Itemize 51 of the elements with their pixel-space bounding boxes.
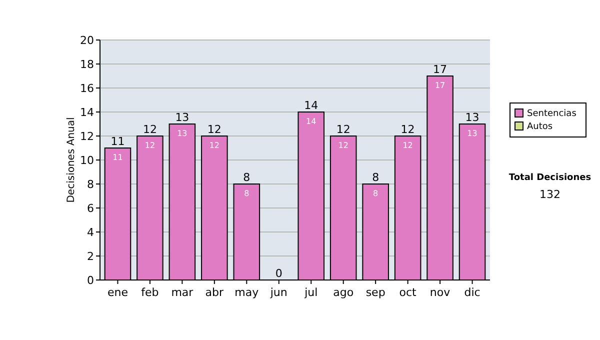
- y-tick-label: 14: [80, 106, 94, 119]
- x-tick-label: oct: [399, 286, 418, 299]
- data-label: 8: [373, 189, 378, 198]
- total-label: 17: [433, 63, 448, 76]
- x-tick-label: sep: [366, 286, 386, 299]
- data-label: 12: [144, 141, 156, 150]
- x-tick-label: dic: [464, 286, 480, 299]
- x-tick-label: mar: [171, 286, 194, 299]
- y-axis-title: Decisiones Anual: [66, 117, 77, 203]
- total-label: 12: [207, 123, 222, 136]
- data-label: 12: [338, 141, 348, 150]
- y-tick-label: 16: [80, 82, 94, 95]
- y-tick-label: 6: [87, 202, 94, 215]
- y-tick-label: 0: [87, 274, 94, 287]
- total-label: 11: [110, 135, 125, 148]
- legend-label: Autos: [527, 122, 553, 132]
- x-tick-label: jul: [304, 286, 318, 299]
- data-label: 13: [177, 129, 188, 138]
- y-tick-label: 10: [80, 154, 94, 167]
- legend-label: Sentencias: [527, 109, 577, 120]
- data-label: 12: [209, 141, 220, 150]
- total-label: 12: [142, 123, 157, 136]
- x-tick-label: ene: [107, 286, 128, 299]
- y-tick-label: 12: [80, 130, 94, 143]
- x-tick-label: nov: [430, 286, 451, 299]
- total-label: 14: [304, 99, 318, 112]
- total-label: 12: [400, 123, 415, 136]
- y-tick-label: 2: [87, 250, 94, 263]
- total-label: 12: [336, 123, 350, 136]
- y-tick-label: 18: [80, 58, 94, 71]
- data-label: 17: [434, 81, 446, 90]
- x-tick-label: may: [234, 286, 260, 299]
- total-label: 13: [465, 111, 480, 124]
- y-tick-label: 4: [87, 226, 94, 239]
- data-label: 11: [112, 153, 123, 162]
- x-tick-label: jun: [269, 286, 288, 299]
- y-tick-label: 20: [80, 34, 94, 47]
- text: Total Decisiones: [508, 173, 592, 183]
- total-label: 13: [175, 111, 190, 124]
- y-tick-label: 8: [87, 178, 94, 191]
- data-label: 8: [244, 189, 250, 198]
- x-tick-label: feb: [141, 286, 159, 299]
- data-label: 13: [467, 129, 478, 138]
- total-label: 8: [372, 171, 380, 184]
- data-label: 12: [402, 141, 413, 150]
- x-tick-label: ago: [333, 286, 354, 299]
- total-label: 0: [275, 267, 282, 280]
- text: 132: [540, 188, 560, 201]
- x-tick-label: abr: [205, 286, 224, 299]
- total-label: 8: [243, 171, 250, 184]
- data-label: 14: [306, 117, 316, 126]
